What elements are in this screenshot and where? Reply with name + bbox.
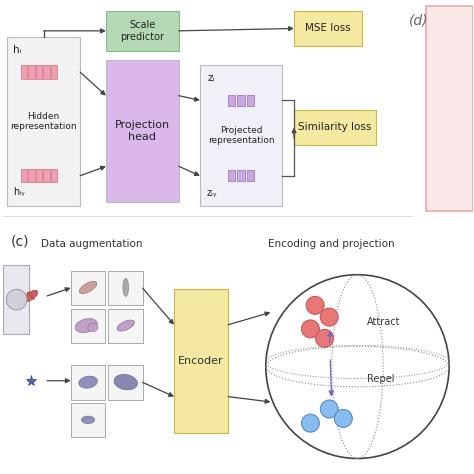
Bar [237,170,245,182]
Text: Encoder: Encoder [178,356,224,366]
Ellipse shape [114,374,137,390]
FancyBboxPatch shape [294,110,376,145]
Text: Projected
representation: Projected representation [208,126,274,146]
Text: Scale
predictor: Scale predictor [120,20,164,42]
FancyBboxPatch shape [294,11,362,46]
FancyBboxPatch shape [200,65,282,206]
Text: Hidden
representation: Hidden representation [10,112,77,131]
Ellipse shape [82,416,95,424]
Text: MSE loss: MSE loss [305,24,351,34]
Text: zᵢ: zᵢ [207,73,214,83]
Ellipse shape [79,281,97,293]
Text: Repel: Repel [367,374,394,383]
FancyBboxPatch shape [109,365,143,400]
Bar [51,169,57,182]
Bar [44,65,50,79]
Circle shape [306,296,324,314]
Circle shape [301,414,319,432]
Bar [247,170,254,182]
Circle shape [316,329,334,347]
FancyBboxPatch shape [109,309,143,343]
Bar [228,170,236,182]
Text: Attract: Attract [367,317,401,327]
Bar [247,95,254,106]
Text: (d): (d) [409,13,428,27]
Text: hᵢ: hᵢ [13,45,21,55]
Bar [21,65,27,79]
Text: Similarity loss: Similarity loss [299,122,372,132]
Circle shape [335,410,352,428]
Bar [21,169,27,182]
FancyBboxPatch shape [106,11,179,51]
Text: hᵢᵧ: hᵢᵧ [13,187,25,197]
Bar [28,169,35,182]
FancyBboxPatch shape [106,60,179,201]
Bar [36,65,42,79]
Ellipse shape [123,278,128,296]
Circle shape [6,289,27,310]
FancyBboxPatch shape [71,403,105,438]
FancyBboxPatch shape [71,309,105,343]
Ellipse shape [88,323,98,332]
Ellipse shape [117,320,135,331]
Bar [44,169,50,182]
Bar [51,65,57,79]
FancyBboxPatch shape [109,271,143,305]
FancyBboxPatch shape [7,36,80,206]
Text: Data augmentation: Data augmentation [41,239,143,249]
Circle shape [320,400,338,418]
Text: Encoding and projection: Encoding and projection [268,239,395,249]
FancyBboxPatch shape [174,289,228,433]
FancyBboxPatch shape [3,265,29,334]
Bar [28,65,35,79]
Ellipse shape [75,319,97,333]
Text: (c): (c) [11,235,29,249]
Bar [426,6,473,211]
Circle shape [301,320,319,338]
Text: Projection
head: Projection head [115,120,170,142]
FancyBboxPatch shape [71,365,105,400]
Ellipse shape [24,290,38,301]
Bar [237,95,245,106]
Bar [228,95,236,106]
FancyBboxPatch shape [71,271,105,305]
Ellipse shape [79,376,98,388]
Text: zᵢᵧ: zᵢᵧ [207,188,218,198]
Circle shape [320,308,338,326]
Bar [36,169,42,182]
